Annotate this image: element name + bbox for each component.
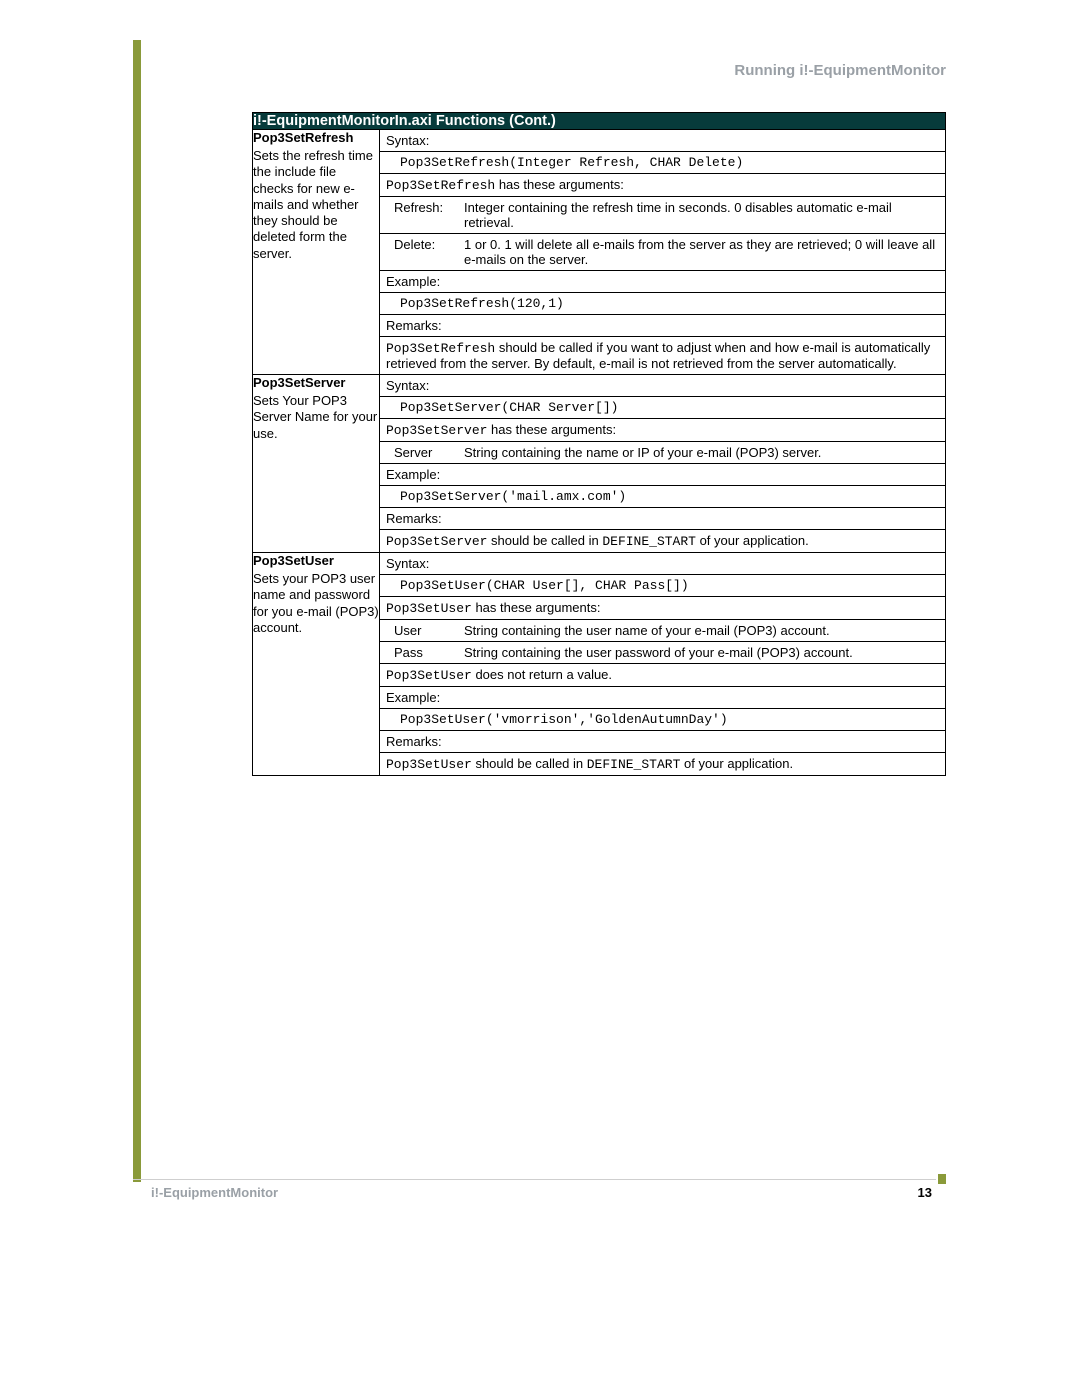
remarks-label: Remarks:	[380, 507, 945, 529]
args-intro: Pop3SetUser has these arguments:	[380, 596, 945, 619]
args-intro: Pop3SetServer has these arguments:	[380, 418, 945, 441]
arg-desc: String containing the name or IP of your…	[458, 442, 945, 463]
remarks-label: Remarks:	[380, 314, 945, 336]
example-code: Pop3SetUser('vmorrison','GoldenAutumnDay…	[386, 712, 939, 727]
args-table: Refresh:Integer containing the refresh t…	[380, 197, 945, 233]
arg-row: Delete:1 or 0. 1 will delete all e-mails…	[380, 234, 945, 270]
args-intro: Pop3SetRefresh has these arguments:	[380, 173, 945, 196]
side-accent-bar	[133, 40, 141, 1182]
arg-row: UserString containing the user name of y…	[380, 620, 945, 641]
function-name: Pop3SetRefresh	[253, 130, 379, 145]
arg-desc: 1 or 0. 1 will delete all e-mails from t…	[458, 234, 945, 270]
table-row: Pop3SetRefresh Sets the refresh time the…	[253, 130, 946, 375]
detail-col: Syntax: Pop3SetServer(CHAR Server[]) Pop…	[380, 375, 946, 553]
arg-name: Server	[380, 442, 458, 463]
example-label: Example:	[380, 686, 945, 708]
args-table: UserString containing the user name of y…	[380, 620, 945, 641]
remarks-text: Pop3SetServer should be called in DEFINE…	[380, 529, 945, 552]
args-table: ServerString containing the name or IP o…	[380, 442, 945, 463]
args-table: Delete:1 or 0. 1 will delete all e-mails…	[380, 234, 945, 270]
page: Running i!-EquipmentMonitor i!-Equipment…	[0, 0, 1080, 1397]
function-desc: Sets Your POP3 Server Name for your use.	[253, 393, 379, 442]
function-desc: Sets your POP3 user name and password fo…	[253, 571, 379, 636]
arg-desc: String containing the user name of your …	[458, 620, 945, 641]
example-code: Pop3SetRefresh(120,1)	[386, 296, 939, 311]
content-area: i!-EquipmentMonitorIn.axi Functions (Con…	[252, 112, 946, 776]
function-col: Pop3SetUser Sets your POP3 user name and…	[253, 553, 380, 776]
syntax-label: Syntax:	[380, 375, 945, 396]
footer-rule	[133, 1179, 936, 1180]
function-name: Pop3SetUser	[253, 553, 379, 568]
arg-row: Refresh:Integer containing the refresh t…	[380, 197, 945, 233]
arg-name: Delete:	[380, 234, 458, 270]
arg-desc: Integer containing the refresh time in s…	[458, 197, 945, 233]
table-title: i!-EquipmentMonitorIn.axi Functions (Con…	[253, 113, 946, 130]
functions-table: i!-EquipmentMonitorIn.axi Functions (Con…	[252, 112, 946, 776]
args-table: PassString containing the user password …	[380, 642, 945, 663]
example-label: Example:	[380, 463, 945, 485]
detail-col: Syntax: Pop3SetRefresh(Integer Refresh, …	[380, 130, 946, 375]
arg-row: ServerString containing the name or IP o…	[380, 442, 945, 463]
syntax-label: Syntax:	[380, 553, 945, 574]
table-row: Pop3SetUser Sets your POP3 user name and…	[253, 553, 946, 776]
example-code: Pop3SetServer('mail.amx.com')	[386, 489, 939, 504]
remarks-label: Remarks:	[380, 730, 945, 752]
table-row: Pop3SetServer Sets Your POP3 Server Name…	[253, 375, 946, 553]
detail-col: Syntax: Pop3SetUser(CHAR User[], CHAR Pa…	[380, 553, 946, 776]
arg-name: Refresh:	[380, 197, 458, 233]
footer-title: i!-EquipmentMonitor	[151, 1185, 278, 1200]
example-label: Example:	[380, 270, 945, 292]
syntax-code: Pop3SetServer(CHAR Server[])	[386, 400, 939, 415]
footer: i!-EquipmentMonitor 13	[133, 1165, 946, 1187]
arg-name: Pass	[380, 642, 458, 663]
function-col: Pop3SetRefresh Sets the refresh time the…	[253, 130, 380, 375]
noreturn: Pop3SetUser does not return a value.	[380, 663, 945, 686]
function-desc: Sets the refresh time the include file c…	[253, 148, 379, 262]
syntax-code: Pop3SetRefresh(Integer Refresh, CHAR Del…	[386, 155, 939, 170]
remarks-text: Pop3SetRefresh should be called if you w…	[380, 336, 945, 374]
footer-accent-bar	[938, 1174, 946, 1184]
syntax-label: Syntax:	[380, 130, 945, 151]
function-col: Pop3SetServer Sets Your POP3 Server Name…	[253, 375, 380, 553]
arg-name: User	[380, 620, 458, 641]
arg-row: PassString containing the user password …	[380, 642, 945, 663]
arg-desc: String containing the user password of y…	[458, 642, 945, 663]
syntax-code: Pop3SetUser(CHAR User[], CHAR Pass[])	[386, 578, 939, 593]
function-name: Pop3SetServer	[253, 375, 379, 390]
page-number: 13	[918, 1185, 932, 1200]
running-header: Running i!-EquipmentMonitor	[734, 62, 946, 79]
remarks-text: Pop3SetUser should be called in DEFINE_S…	[380, 752, 945, 775]
